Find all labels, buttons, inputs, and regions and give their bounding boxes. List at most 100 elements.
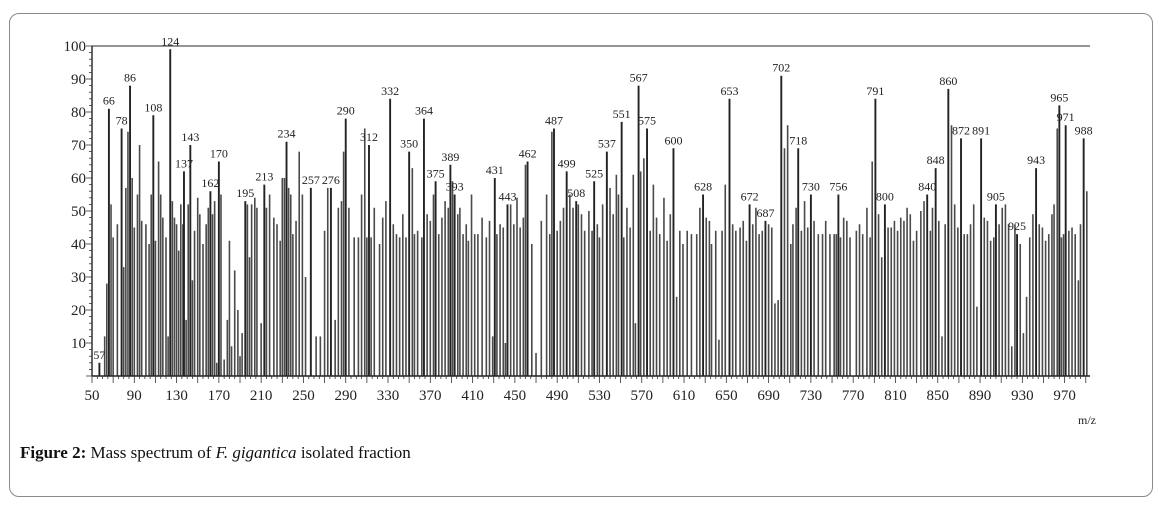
axes: 10 20 30 40 50 60 70 80 90 100 50 90 130 170 210 250 290… <box>64 39 1090 404</box>
peak-label: 575 <box>638 114 656 128</box>
peak-label: 393 <box>446 180 464 194</box>
x-tick-label: 610 <box>673 388 696 404</box>
x-tick-label: 290 <box>334 388 357 404</box>
x-tick-label: 730 <box>800 388 823 404</box>
peak-label: 86 <box>124 71 136 85</box>
peak-label: 653 <box>720 84 738 98</box>
peak-label: 431 <box>486 163 504 177</box>
peak-label: 213 <box>255 170 273 184</box>
peak-label: 551 <box>613 107 631 121</box>
peak-label: 628 <box>694 180 712 194</box>
caption-species: F. gigantica <box>215 443 297 462</box>
peak-label: 905 <box>987 189 1005 203</box>
x-tick-label: 930 <box>1011 388 1034 404</box>
peak-label: 350 <box>400 137 418 151</box>
peak-label: 499 <box>558 156 576 170</box>
x-tick-label: 490 <box>546 388 569 404</box>
y-tick-label: 50 <box>71 204 86 220</box>
caption-text-before: Mass spectrum of <box>90 443 212 462</box>
peak-label: 687 <box>756 206 774 220</box>
peak-label: 389 <box>441 150 459 164</box>
peak-label: 234 <box>278 127 296 141</box>
x-tick-label: 250 <box>292 388 315 404</box>
y-tick-label: 100 <box>64 39 87 55</box>
peak-label: 143 <box>181 130 199 144</box>
peak-label: 537 <box>598 137 616 151</box>
y-tick-label: 90 <box>71 72 86 88</box>
y-tick-label: 20 <box>71 303 86 319</box>
peak-label: 965 <box>1050 90 1068 104</box>
x-tick-label: 50 <box>85 388 100 404</box>
x-tick-label: 570 <box>630 388 653 404</box>
y-tick-label: 10 <box>71 336 86 352</box>
x-tick-label: 770 <box>842 388 865 404</box>
peak-label: 730 <box>802 180 820 194</box>
peak-label: 195 <box>236 186 254 200</box>
x-tick-label: 530 <box>588 388 611 404</box>
peak-label: 840 <box>918 180 936 194</box>
peak-label: 162 <box>201 176 219 190</box>
peak-label: 57 <box>93 348 105 362</box>
x-tick-label: 170 <box>208 388 231 404</box>
peak-label: 872 <box>952 123 970 137</box>
peak-label: 672 <box>741 189 759 203</box>
peak-label: 276 <box>322 173 340 187</box>
peak-label: 66 <box>103 94 115 108</box>
peak-label: 925 <box>1008 219 1026 233</box>
peak-label: 800 <box>876 189 894 203</box>
peak-label: 137 <box>175 156 193 170</box>
x-tick-label: 810 <box>884 388 907 404</box>
y-tick-label: 70 <box>71 138 86 154</box>
y-tick-label: 30 <box>71 270 86 286</box>
x-tick-label: 90 <box>127 388 142 404</box>
y-tick-label: 40 <box>71 237 86 253</box>
peak-label: 525 <box>585 166 603 180</box>
peak-label: 988 <box>1075 123 1093 137</box>
peak-label: 443 <box>498 189 516 203</box>
peak-label: 600 <box>664 133 682 147</box>
peak-label: 718 <box>789 133 807 147</box>
x-tick-label: 210 <box>250 388 273 404</box>
x-tick-label: 650 <box>715 388 738 404</box>
peak-label: 971 <box>1057 110 1075 124</box>
peak-label: 891 <box>972 123 990 137</box>
peak-label: 462 <box>519 147 537 161</box>
peak-label: 508 <box>567 186 585 200</box>
peak-label: 170 <box>210 147 228 161</box>
y-tick-label: 60 <box>71 171 86 187</box>
x-tick-label: 970 <box>1053 388 1076 404</box>
x-tick-label: 450 <box>504 388 527 404</box>
peak-label: 124 <box>161 34 179 48</box>
x-tick-label: 410 <box>461 388 484 404</box>
peak-label: 332 <box>381 84 399 98</box>
peak-label: 108 <box>144 100 162 114</box>
peak-label: 364 <box>415 104 433 118</box>
peak-label: 791 <box>866 84 884 98</box>
caption-label: Figure 2: <box>20 443 87 462</box>
mass-spectrum-chart: 10 20 30 40 50 60 70 80 90 100 50 90 130 170 210 250 290… <box>64 34 1097 427</box>
x-tick-label: 850 <box>927 388 950 404</box>
x-tick-label: 370 <box>419 388 442 404</box>
x-tick-label: 330 <box>377 388 400 404</box>
peak-label: 848 <box>927 153 945 167</box>
peak-label: 257 <box>302 173 320 187</box>
peak-label: 375 <box>427 166 445 180</box>
peak-label: 312 <box>360 130 378 144</box>
peak-label: 487 <box>545 114 563 128</box>
peak-label: 78 <box>116 114 128 128</box>
peak-label: 567 <box>630 71 648 85</box>
x-tick-label: 130 <box>165 388 188 404</box>
peak-bars <box>98 49 1088 376</box>
peak-label: 860 <box>939 74 957 88</box>
peak-label: 702 <box>772 61 790 75</box>
peak-label: 943 <box>1027 153 1045 167</box>
figure-caption: Figure 2: Mass spectrum of F. gigantica … <box>20 443 411 463</box>
caption-text-after: isolated fraction <box>300 443 411 462</box>
x-axis-label: m/z <box>1078 413 1096 427</box>
x-tick-label: 690 <box>757 388 780 404</box>
y-tick-label: 80 <box>71 105 86 121</box>
x-tick-label: 890 <box>969 388 992 404</box>
peak-label: 756 <box>829 180 847 194</box>
peak-label: 290 <box>337 104 355 118</box>
